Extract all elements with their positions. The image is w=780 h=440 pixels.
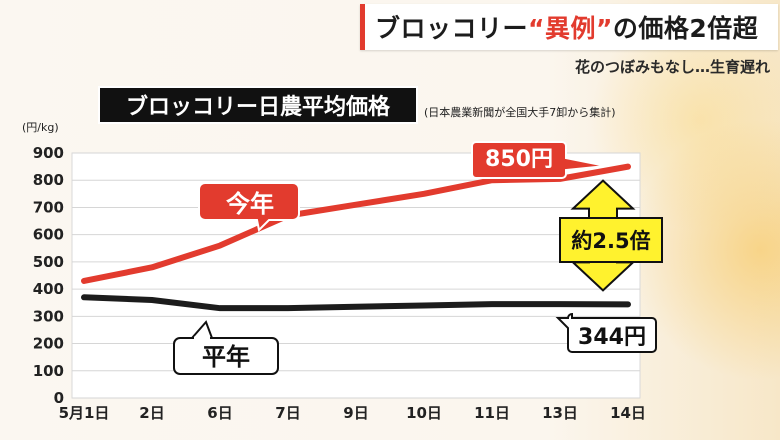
plot-area: [71, 152, 641, 399]
x-tick-label: 13日: [542, 404, 578, 422]
y-tick-label: 700: [33, 198, 64, 216]
y-axis-label: (円/kg): [22, 121, 59, 134]
y-tick-label: 500: [33, 253, 64, 271]
legend-callout-this-year: [198, 182, 300, 233]
normal-value-label: 344円: [578, 325, 646, 350]
y-tick-label: 100: [33, 362, 64, 380]
normal-value-callout: [555, 312, 657, 353]
headline-banner: ブロッコリー “異例” の価格2倍超: [360, 4, 778, 50]
current-value-label: 850円: [485, 147, 553, 172]
y-tick-label: 600: [33, 226, 64, 244]
y-tick-label: 200: [33, 335, 64, 353]
legend-callout-normal-year: [173, 337, 279, 375]
x-tick-label: 7日: [275, 404, 300, 422]
headline-text-2: “異例”: [528, 14, 613, 43]
chart-title: ブロッコリー日農平均価格: [98, 86, 418, 124]
headline-text-1: ブロッコリー: [375, 14, 529, 43]
y-tick-label: 900: [33, 144, 64, 162]
x-tick-label: 5月1日: [59, 404, 110, 422]
legend-label-normal-year: 平年: [202, 343, 250, 371]
ratio-label: 約2.5倍: [571, 229, 650, 253]
headline-text-3: の価格2倍超: [612, 14, 759, 43]
y-tick-label: 300: [33, 307, 64, 325]
x-tick-label: 2日: [139, 404, 164, 422]
ratio-label-box: [559, 217, 663, 263]
subheadline: 花のつぼみもなし…生育遅れ: [574, 58, 770, 76]
source-note: (日本農業新聞が全国大手7卸から集計): [424, 106, 616, 119]
legend-label-this-year: 今年: [226, 190, 274, 218]
y-tick-label: 400: [33, 280, 64, 298]
x-tick-label: 14日: [610, 404, 646, 422]
current-value-callout: [471, 141, 607, 179]
x-tick-label: 9日: [343, 404, 368, 422]
y-tick-label: 800: [33, 171, 64, 189]
y-tick-label: 0: [54, 389, 64, 407]
x-tick-label: 11日: [474, 404, 510, 422]
x-tick-label: 6日: [207, 404, 232, 422]
x-tick-label: 10日: [406, 404, 442, 422]
